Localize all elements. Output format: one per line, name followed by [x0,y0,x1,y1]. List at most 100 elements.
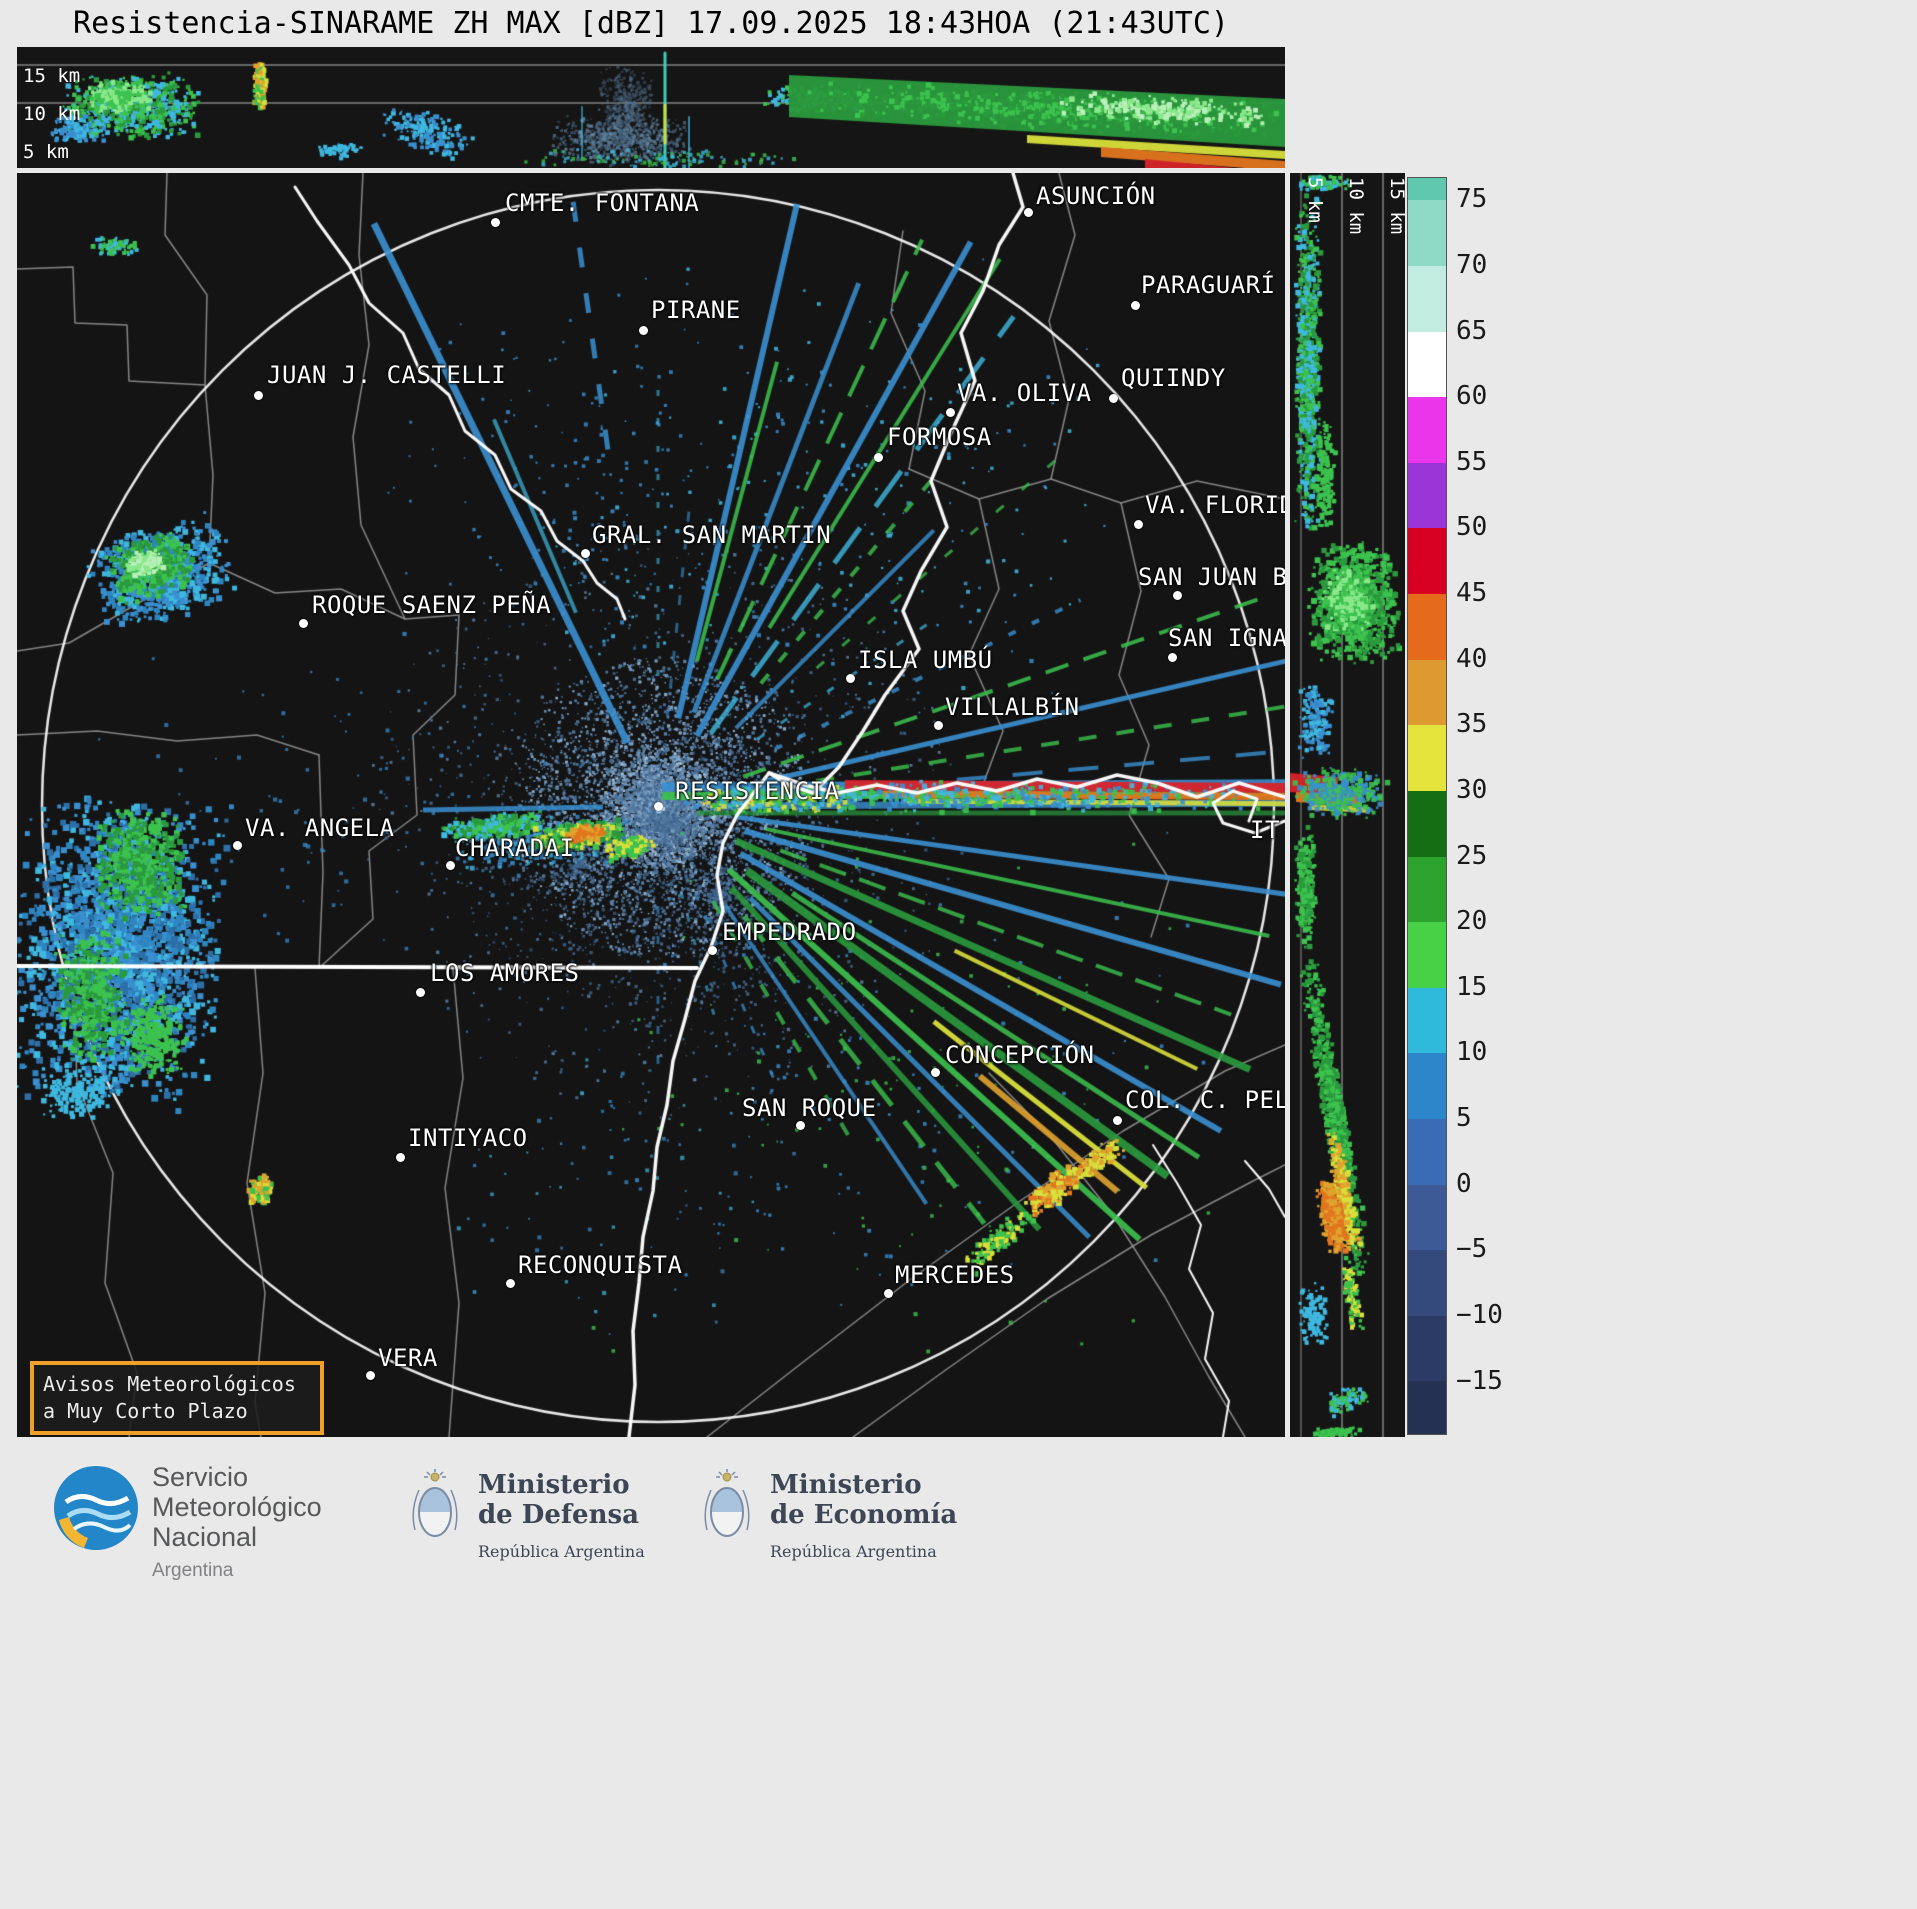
city-dot [846,674,855,683]
colorbar-tick-label: 55 [1456,446,1488,477]
smn-logo-icon [52,1464,140,1556]
warning-line-2: a Muy Corto Plazo [43,1399,248,1423]
city-label: VA. ANGELA [245,814,395,842]
ministry-economia-logo: Ministerio de Economía República Argenti… [700,1468,957,1567]
city-label: VA. FLORID [1145,491,1285,519]
colorbar-segment [1408,790,1446,857]
city-label: ROQUE SAENZ PEÑA [312,591,552,619]
colorbar-segment [1408,659,1446,726]
city-label: JUAN J. CASTELLI [267,361,507,389]
height-axis-label: 15 km [1386,177,1405,235]
city-dot [581,549,590,558]
city-label: LOS AMORES [430,959,580,987]
smn-name-line1: Servicio [152,1462,249,1492]
city-label: SAN IGNA [1168,624,1285,652]
city-dot [1113,1116,1122,1125]
height-axis-label: 5 km [1304,177,1326,223]
colorbar-segment [1408,178,1446,201]
city-label: RECONQUISTA [518,1251,683,1279]
city-label: COL. C. PEL [1125,1086,1285,1114]
colorbar-segment [1408,1315,1446,1382]
city-label: VERA [378,1344,438,1372]
city-label: PIRANE [651,296,741,324]
city-label: CHARADAI [455,834,575,862]
colorbar-segment [1408,987,1446,1054]
smn-wordmark: Servicio Meteorológico Nacional Argentin… [152,1462,322,1586]
city-dot [1109,394,1118,403]
colorbar-tick-label: 25 [1456,840,1488,871]
colorbar-tick-label: 50 [1456,512,1488,543]
city-label: IT [1250,816,1280,844]
city-label: RESISTENCIA [675,777,840,805]
reflectivity-colorbar [1407,177,1447,1435]
city-label: EMPEDRADO [722,918,857,946]
top-cross-section-canvas [17,47,1285,168]
colorbar-tick-label: 40 [1456,643,1488,674]
smn-name-line2: Meteorológico [152,1492,322,1522]
city-dot [233,841,242,850]
city-dot [446,861,455,870]
city-dot [491,218,500,227]
city-label: CONCEPCIÓN [945,1041,1095,1069]
defensa-sub: República Argentina [478,1542,645,1561]
colorbar-tick-label: 5 [1456,1103,1472,1134]
height-axis-label: 15 km [23,65,81,87]
colorbar-segment [1408,397,1446,463]
city-label: SAN JUAN B [1138,563,1285,591]
colorbar-segment [1408,200,1446,266]
warning-box: Avisos Meteorológicos a Muy Corto Plazo [30,1361,324,1435]
colorbar-tick-label: 45 [1456,578,1488,609]
colorbar-tick-label: 10 [1456,1037,1488,1068]
city-dot [416,988,425,997]
colorbar-tick-label: 60 [1456,381,1488,412]
city-dot [1131,301,1140,310]
colorbar-segment [1408,462,1446,529]
economia-line1: Ministerio [770,1470,922,1500]
city-dot [254,391,263,400]
colorbar-tick-labels: 75 70 65 60 55 50 45 40 35 30 25 20 15 10 5 0 −5 −10 −15 [1456,178,1536,1434]
vertical-cross-section-top: 15 km 10 km 5 km [17,47,1285,168]
city-label: QUIINDY [1121,364,1226,392]
city-dot [934,721,943,730]
city-label: MERCEDES [895,1261,1015,1289]
colorbar-tick-label: 65 [1456,315,1488,346]
colorbar-segment [1408,594,1446,660]
city-label: VA. OLIVA [957,379,1092,407]
colorbar-segment [1408,331,1446,398]
city-dot [654,802,663,811]
city-dot [366,1371,375,1380]
vertical-cross-section-right: 5 km 10 km 15 km [1290,173,1405,1437]
city-dot [931,1068,940,1077]
city-label: PARAGUARÍ [1141,271,1276,299]
city-label: FORMOSA [887,423,992,451]
colorbar-tick-label: 0 [1456,1168,1472,1199]
city-label: GRAL. SAN MARTIN [592,521,832,549]
colorbar-tick-label: 15 [1456,971,1488,1002]
city-dot [1134,520,1143,529]
smn-country: Argentina [152,1560,234,1581]
economia-sub: República Argentina [770,1542,937,1561]
colorbar-tick-label: −15 [1456,1365,1503,1396]
city-dot [1024,208,1033,217]
economia-line2: de Economía [770,1500,958,1530]
ministry-defensa-logo: Ministerio de Defensa República Argentin… [408,1468,645,1567]
city-dot [396,1153,405,1162]
colorbar-segment [1408,922,1446,988]
colorbar-segment [1408,1053,1446,1119]
city-label: SAN ROQUE [742,1094,877,1122]
colorbar-segment [1408,528,1446,595]
city-label: INTIYACO [408,1124,528,1152]
coat-of-arms-icon [412,1469,458,1537]
city-dot [1168,653,1177,662]
defensa-line2: de Defensa [478,1500,639,1530]
warning-line-1: Avisos Meteorológicos [43,1372,296,1396]
defensa-line1: Ministerio [478,1470,630,1500]
height-axis-label: 10 km [23,103,81,125]
height-axis-label: 10 km [1345,177,1367,235]
footer: Servicio Meteorológico Nacional Argentin… [0,1452,1917,1672]
radar-map-canvas [17,173,1285,1437]
colorbar-segment [1408,1381,1446,1434]
city-label: VILLALBÍN [945,693,1080,721]
city-dot [874,453,883,462]
colorbar-segment [1408,1250,1446,1316]
